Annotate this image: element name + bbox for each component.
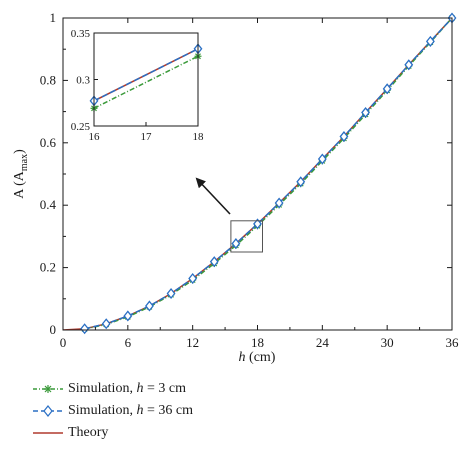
x-tick-label: 6	[125, 335, 132, 350]
y-tick-label: 0.6	[40, 135, 57, 150]
data-point-s1-2	[123, 310, 133, 322]
legend: Simulation, h = 3 cm Simulation, h = 36 …	[32, 378, 332, 444]
legend-label-theory: Theory	[68, 425, 109, 440]
inset-x-tick-label: 16	[89, 131, 101, 143]
inset-y-tick-label: 0.3	[76, 75, 90, 87]
legend-label-sim-3cm: Simulation, h = 3 cm	[68, 381, 186, 396]
y-axis-label: A (Amax)	[12, 149, 30, 199]
y-tick-label: 1	[50, 10, 57, 25]
zoom-region-box	[230, 220, 263, 253]
x-tick-label: 30	[381, 335, 394, 350]
inset-y-tick-label: 0.35	[71, 28, 91, 40]
legend-swatch-sim-3cm	[33, 385, 63, 393]
data-point-s1-10	[296, 176, 306, 188]
data-point-s1-6	[209, 256, 219, 268]
x-axis-label: h (cm)	[239, 350, 276, 365]
main-markers-layer	[80, 12, 457, 335]
data-point-s1-9	[274, 197, 284, 209]
legend-item-sim-3cm: Simulation, h = 3 cm	[32, 378, 332, 400]
x-tick-label: 12	[186, 335, 199, 350]
data-point-s1-4	[166, 287, 176, 300]
y-tick-label: 0	[50, 322, 57, 337]
y-axis: 0 0.2 0.4 0.6 0.8 1	[40, 10, 452, 337]
legend-label-sim-36cm: Simulation, h = 36 cm	[68, 403, 193, 418]
inset-y-tick-label: 0.25	[71, 121, 91, 133]
data-point-s1-12	[339, 131, 349, 143]
x-tick-label: 0	[60, 335, 67, 350]
data-point-s1-16	[425, 35, 435, 47]
x-axis: 0 6 12 18 24 30 36	[60, 18, 459, 350]
legend-item-theory: Theory	[32, 422, 332, 444]
legend-item-sim-36cm: Simulation, h = 36 cm	[32, 400, 332, 422]
series-line-1	[84, 18, 452, 330]
y-tick-label: 0.4	[40, 197, 57, 212]
inset-series-line-1	[94, 48, 198, 102]
y-tick-label: 0.2	[40, 260, 56, 275]
data-point-s1-14	[382, 83, 392, 95]
data-point-s1-13	[361, 106, 370, 119]
data-point-s1-8	[253, 218, 262, 230]
data-point-s1-1	[101, 318, 111, 330]
x-tick-label: 24	[316, 335, 330, 350]
data-point-s1-0	[80, 323, 90, 335]
inset-x-tick-label: 17	[141, 131, 153, 143]
inset-background	[94, 33, 198, 126]
data-point-s1-5	[188, 272, 198, 285]
inset-x-axis: 16 17 18	[89, 122, 205, 143]
legend-swatch-sim-36cm	[33, 405, 63, 417]
inset-series-layer	[94, 48, 198, 109]
series-line-0	[84, 18, 452, 330]
data-point-s1-15	[404, 59, 414, 71]
legend-swatch-theory	[33, 432, 63, 434]
data-point-s1-3	[145, 300, 154, 312]
inset-x-tick-label: 18	[193, 131, 205, 143]
zoom-arrow	[195, 177, 231, 215]
inset-y-axis: 0.25 0.3 0.35	[71, 28, 98, 133]
x-tick-label: 18	[251, 335, 264, 350]
data-point-s1-11	[317, 153, 327, 165]
y-tick-label: 0.8	[40, 72, 56, 87]
x-tick-label: 36	[446, 335, 460, 350]
data-point-s1-7	[231, 238, 241, 250]
